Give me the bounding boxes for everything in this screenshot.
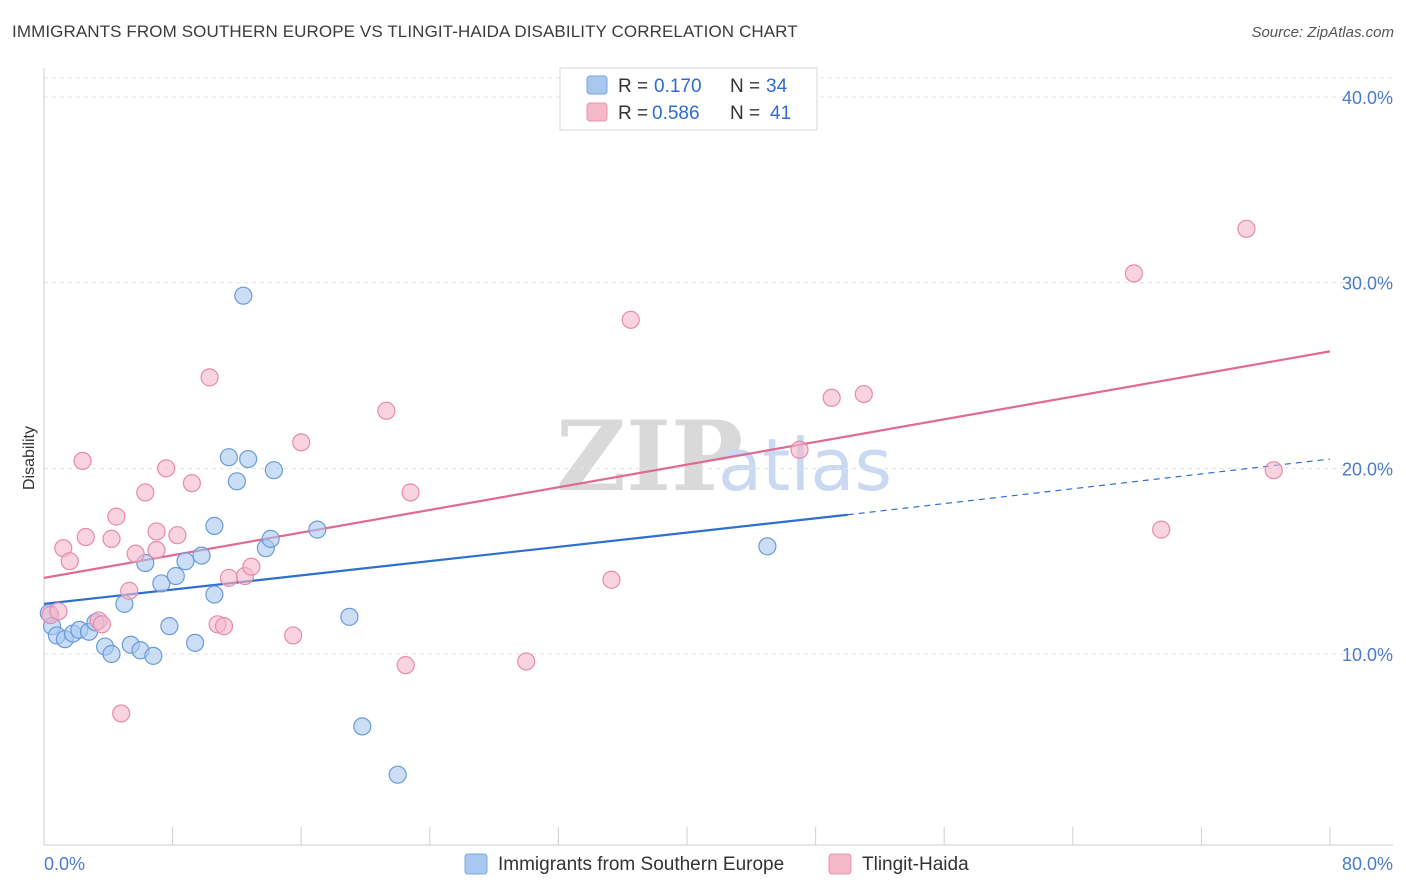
point-immigrants <box>160 617 179 636</box>
chart-title: IMMIGRANTS FROM SOUTHERN EUROPE VS TLING… <box>12 22 798 41</box>
legend-r-label-2: R = <box>618 103 648 124</box>
x-tick-max: 80.0% <box>1342 854 1393 874</box>
point-tlingit <box>401 483 420 502</box>
point-immigrants <box>239 449 258 469</box>
point-tlingit <box>396 656 415 675</box>
legend-n-value-1: 34 <box>766 76 788 97</box>
point-tlingit <box>219 568 238 587</box>
point-immigrants <box>205 516 224 535</box>
point-tlingit <box>182 474 201 493</box>
point-tlingit <box>136 483 155 502</box>
y-tick-label: 10.0% <box>1342 645 1393 665</box>
point-immigrants <box>308 520 327 539</box>
legend-r-label-1: R = <box>618 76 648 97</box>
point-immigrants <box>388 765 407 784</box>
point-tlingit <box>112 704 131 723</box>
point-immigrants <box>186 633 205 652</box>
point-tlingit <box>1237 219 1256 238</box>
series-swatch-tlingit <box>828 853 852 875</box>
point-immigrants <box>264 461 283 480</box>
point-tlingit <box>517 652 536 671</box>
y-tick-label: 20.0% <box>1342 459 1393 479</box>
point-tlingit <box>107 507 126 526</box>
point-immigrants <box>227 472 246 491</box>
y-tick-label: 30.0% <box>1342 274 1393 294</box>
point-tlingit <box>790 440 809 459</box>
correlation-legend: R = 0.170 N = 34 R = 0.586 N = 41 <box>559 67 818 131</box>
watermark-atlas: atlas <box>718 423 892 507</box>
trendlines <box>43 350 1331 605</box>
point-immigrants <box>353 717 372 736</box>
y-tick-label: 40.0% <box>1342 88 1393 108</box>
series-label-immigrants: Immigrants from Southern Europe <box>498 854 784 875</box>
series-swatch-immigrants <box>464 853 488 875</box>
point-immigrants <box>261 529 280 548</box>
legend-r-value-2: 0.586 <box>652 103 700 124</box>
point-immigrants <box>144 646 163 665</box>
y-axis-label: Disability <box>21 426 38 490</box>
trendline-immigrants <box>43 513 848 605</box>
source-label: Source: ZipAtlas.com <box>1251 24 1394 41</box>
point-immigrants <box>234 286 253 305</box>
trendline-tlingit <box>43 350 1331 579</box>
point-tlingit <box>1152 520 1171 539</box>
point-tlingit <box>60 552 79 571</box>
point-tlingit <box>120 581 139 600</box>
data-points <box>39 219 1283 784</box>
point-tlingit <box>214 617 234 636</box>
point-tlingit <box>126 544 145 563</box>
series-legend: Immigrants from Southern Europe Tlingit-… <box>464 853 969 875</box>
point-tlingit <box>157 459 176 478</box>
point-tlingit <box>92 615 111 634</box>
point-tlingit <box>854 384 873 404</box>
point-tlingit <box>147 540 166 560</box>
point-immigrants <box>758 537 777 556</box>
point-tlingit <box>49 602 68 621</box>
point-immigrants <box>205 585 224 604</box>
legend-swatch-pink <box>586 102 608 122</box>
axes: 10.0% 20.0% 30.0% 40.0% <box>43 68 1393 846</box>
point-tlingit <box>242 557 261 576</box>
point-immigrants <box>192 546 211 565</box>
point-tlingit <box>822 388 841 407</box>
point-immigrants <box>340 607 359 626</box>
point-tlingit <box>602 570 621 589</box>
series-label-tlingit: Tlingit-Haida <box>862 854 969 875</box>
point-immigrants <box>176 552 195 571</box>
legend-n-label-2: N = <box>730 103 760 124</box>
point-tlingit <box>200 368 219 387</box>
legend-n-label-1: N = <box>730 76 760 97</box>
x-tick-min: 0.0% <box>44 854 85 874</box>
point-tlingit <box>284 626 303 645</box>
point-immigrants <box>166 566 185 586</box>
legend-swatch-blue <box>586 75 608 95</box>
trendline-extension <box>847 458 1331 516</box>
point-tlingit <box>168 526 187 545</box>
point-tlingit <box>377 401 396 420</box>
watermark-zip: ZIP <box>556 400 743 513</box>
point-tlingit <box>621 310 640 329</box>
point-immigrants <box>102 644 121 664</box>
point-tlingit <box>1264 461 1283 480</box>
point-tlingit <box>102 529 121 548</box>
legend-r-value-1: 0.170 <box>654 76 702 97</box>
point-tlingit <box>147 522 166 541</box>
point-tlingit <box>1124 264 1143 283</box>
legend-n-value-2: 41 <box>770 103 791 124</box>
point-immigrants <box>152 574 171 593</box>
point-tlingit <box>292 433 311 452</box>
point-tlingit <box>76 527 95 547</box>
point-immigrants <box>219 448 238 467</box>
point-tlingit <box>73 451 92 471</box>
